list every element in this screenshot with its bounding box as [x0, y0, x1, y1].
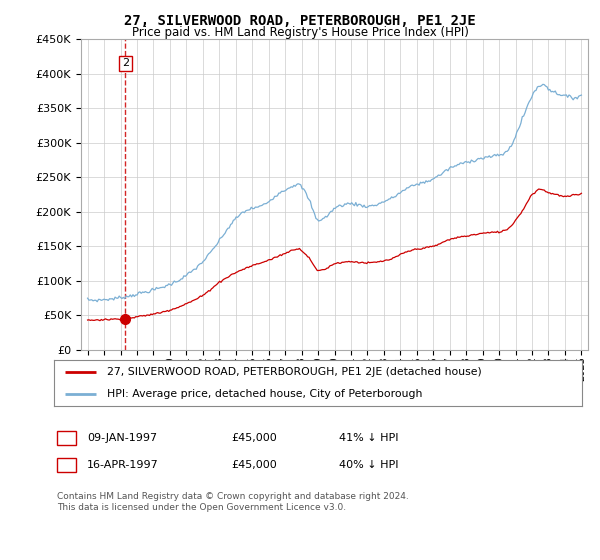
Text: 40% ↓ HPI: 40% ↓ HPI	[339, 460, 398, 470]
Text: 09-JAN-1997: 09-JAN-1997	[87, 433, 157, 443]
Text: HPI: Average price, detached house, City of Peterborough: HPI: Average price, detached house, City…	[107, 389, 422, 399]
Text: Price paid vs. HM Land Registry's House Price Index (HPI): Price paid vs. HM Land Registry's House …	[131, 26, 469, 39]
Text: £45,000: £45,000	[231, 433, 277, 443]
Text: 2: 2	[63, 460, 70, 470]
Text: 41% ↓ HPI: 41% ↓ HPI	[339, 433, 398, 443]
Text: £45,000: £45,000	[231, 460, 277, 470]
Text: 27, SILVERWOOD ROAD, PETERBOROUGH, PE1 2JE: 27, SILVERWOOD ROAD, PETERBOROUGH, PE1 2…	[124, 14, 476, 28]
Text: 27, SILVERWOOD ROAD, PETERBOROUGH, PE1 2JE (detached house): 27, SILVERWOOD ROAD, PETERBOROUGH, PE1 2…	[107, 367, 482, 377]
Text: 2: 2	[122, 58, 129, 68]
Text: Contains HM Land Registry data © Crown copyright and database right 2024.
This d: Contains HM Land Registry data © Crown c…	[57, 492, 409, 512]
Text: 1: 1	[63, 433, 70, 443]
Text: 16-APR-1997: 16-APR-1997	[87, 460, 159, 470]
